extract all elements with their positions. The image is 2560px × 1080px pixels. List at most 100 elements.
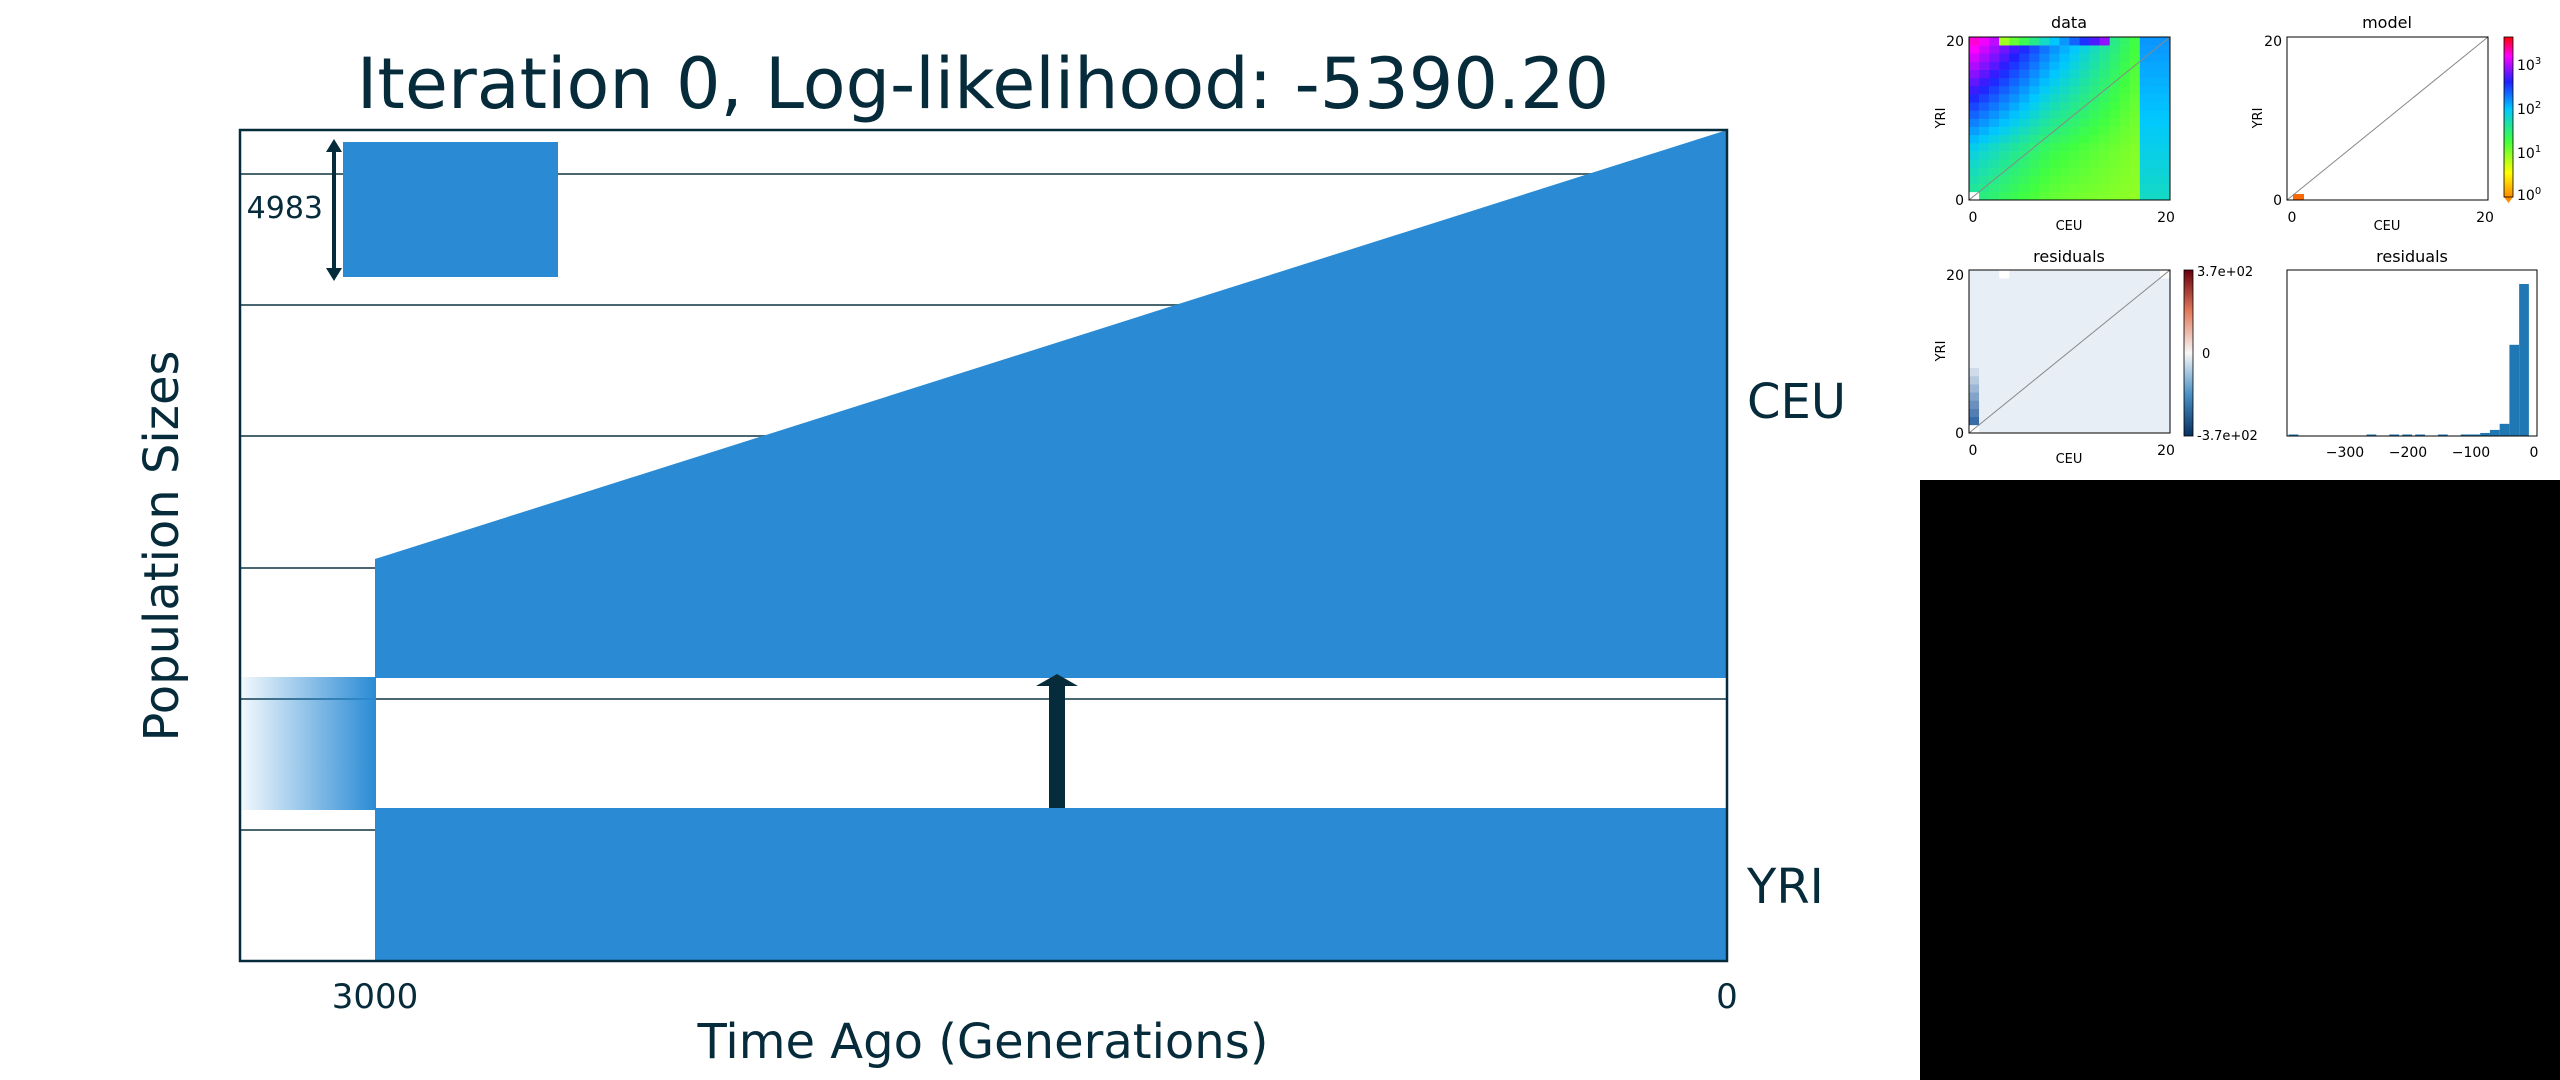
residual-cell [2119,367,2131,377]
heatmap-cell [1969,183,1980,193]
residual-cell [2159,335,2171,344]
heatmap-cell [2109,167,2121,176]
residual-cell [2029,327,2040,336]
residual-cell [2119,270,2131,279]
residual-cell [2079,286,2090,295]
residual-cell [2059,335,2070,344]
histogram-bar [2415,434,2425,436]
heatmap-cell [2109,151,2121,160]
heatmap-cell [1999,183,2010,193]
heatmap-cell [2039,142,2050,152]
residual-cell [2139,408,2151,417]
heatmap-cell [2119,77,2131,87]
heatmap-cell [1979,110,1990,119]
heatmap-cell [2099,151,2110,160]
residual-cell [2069,310,2080,320]
heatmap-cell [2039,61,2050,70]
cbar-tick-exp: 1 [2535,144,2541,155]
residual-cell [1999,343,2010,352]
heatmap-cell [2039,118,2050,127]
heatmap-cell [2139,159,2151,168]
residual-cell [2029,400,2040,409]
residual-cell [1969,270,1980,279]
res-cbar-tick-min: -3.7e+02 [2197,429,2258,444]
residual-cell [2109,278,2121,287]
heatmap-cell [2069,191,2080,201]
residual-cell [2129,392,2141,401]
residual-cell [2039,375,2050,385]
residual-cell [2149,375,2161,385]
heatmap-cell [2159,77,2171,87]
heatmap-cell [1979,142,1990,152]
heatmap-cell [2049,167,2060,176]
residual-cell [2159,359,2171,369]
heatmap-cell [2069,151,2080,160]
heatmap-cell [1979,159,1990,168]
heatmap-cell [2149,102,2161,111]
heatmap-cell [2119,126,2131,136]
residual-cell [2039,384,2050,393]
heatmap-cell [1989,37,2000,46]
residual-cell [2049,416,2060,426]
residual-cell [2069,286,2080,295]
residual-cell [2039,408,2050,417]
heatmap-cell [2069,142,2080,152]
residuals-heatmap [1969,270,2171,434]
residual-cell [2089,270,2100,279]
residuals-heatmap-panel: residuals 0 20 0 20 CEU YRI 3.7e+02 0 -3… [1934,247,2258,467]
heatmap-cell [2019,69,2030,79]
heatmap-cell [2059,94,2070,103]
heatmap-cell [1989,126,2000,136]
residual-cell [2119,375,2131,385]
heatmap-cell [2079,37,2090,46]
residual-cell [2039,286,2050,295]
residual-cell [2149,367,2161,377]
heatmap-cell [1989,191,2000,201]
residual-cell [2079,392,2090,401]
residual-cell [2079,408,2090,417]
heatmap-cell [1999,45,2010,54]
residual-cell [1999,335,2010,344]
residual-cell [2069,359,2080,369]
residual-cell [2049,335,2060,344]
heatmap-cell [2129,191,2141,201]
heatmap-cell [2149,118,2161,127]
heatmap-cell [2029,159,2040,168]
heatmap-cell [2029,118,2040,127]
residual-cell [2159,375,2171,385]
residual-cell [2139,367,2151,377]
heatmap-cell [1989,69,2000,79]
heatmap-cell [2159,69,2171,79]
heatmap-cell [2019,118,2030,127]
heatmap-cell [2029,102,2040,111]
residual-cell [2129,359,2141,369]
histogram-bar [2460,434,2471,436]
heatmap-cell [2029,191,2040,201]
heatmap-cell [2099,126,2110,136]
residual-cell [2039,302,2050,312]
residual-cell [2039,424,2050,434]
residual-cell [2069,351,2080,360]
heatmap-cell [2089,85,2100,95]
residual-cell [2139,294,2151,303]
heatmap-cell [1999,94,2010,103]
heatmap-cell [2069,134,2080,144]
heatmap-cell [2129,45,2141,54]
residual-cell [2109,375,2121,385]
heatmap-cell [2119,159,2131,168]
residual-cell [2009,408,2020,417]
histogram-bar [2519,284,2529,436]
residual-cell [2049,310,2060,320]
residual-cell [1989,310,2000,320]
heatmap-cell [2069,37,2080,46]
heatmap-cell [2029,183,2040,193]
residual-cell [2029,294,2040,303]
residual-cell [2109,359,2121,369]
heatmap-cell [2029,77,2040,87]
heatmap-cell [1989,118,2000,127]
heatmap-cell [2019,53,2030,62]
residual-cell [2079,278,2090,287]
heatmap-cell [2039,167,2050,176]
residual-cell [2129,335,2141,344]
x-tick-3000: 3000 [332,977,419,1017]
